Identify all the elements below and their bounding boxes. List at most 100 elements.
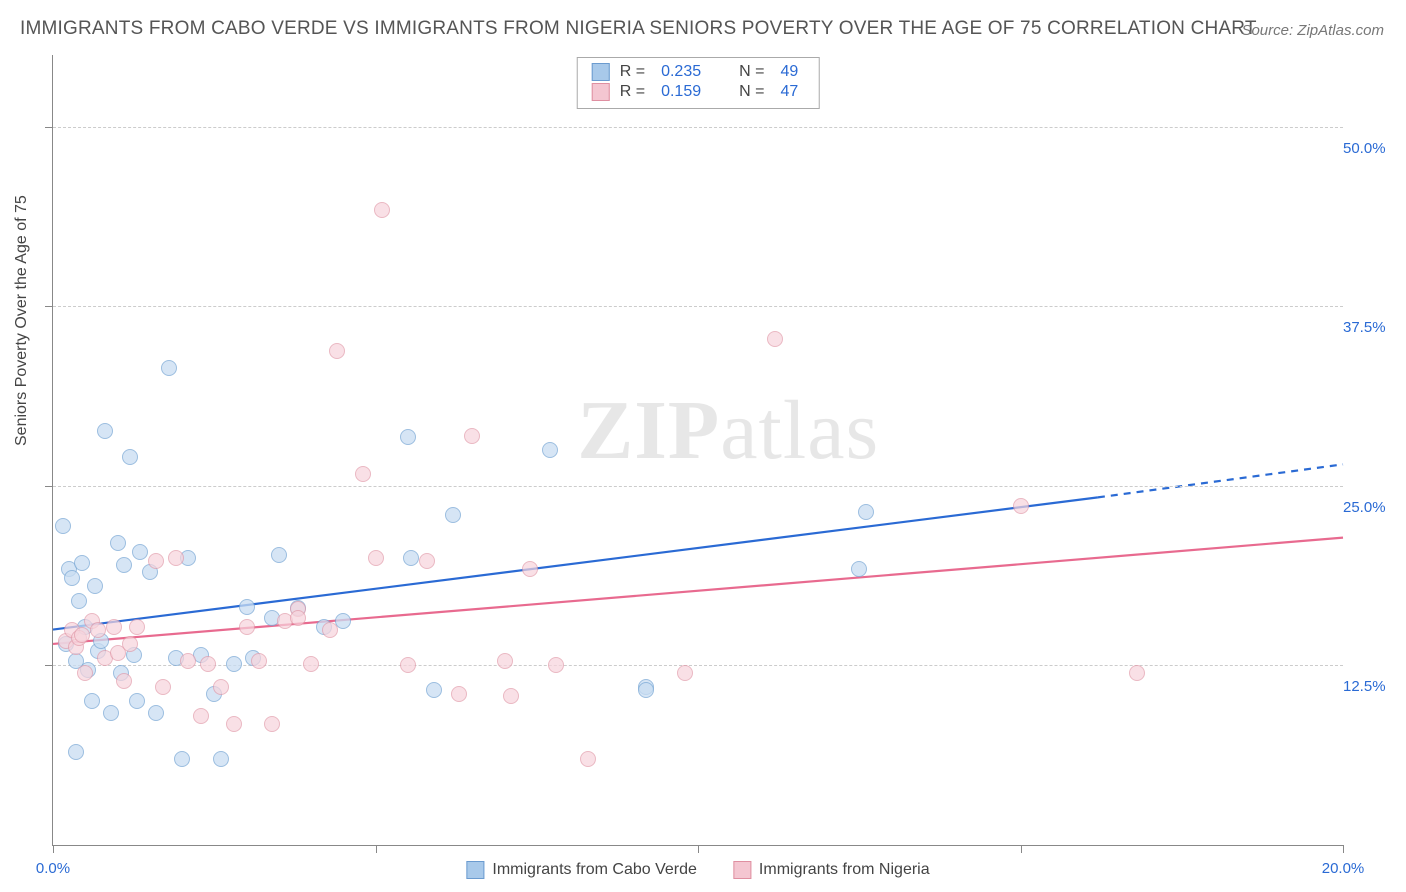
data-point: [271, 547, 287, 563]
y-tick: [45, 127, 53, 128]
y-tick-label: 50.0%: [1335, 140, 1399, 157]
y-tick-label: 12.5%: [1335, 678, 1399, 695]
data-point: [122, 449, 138, 465]
data-point: [677, 665, 693, 681]
stat-box: R =0.235N =49R =0.159N =47: [577, 57, 820, 109]
data-point: [129, 693, 145, 709]
trend-line-extrapolated: [1098, 464, 1343, 497]
y-tick: [45, 665, 53, 666]
data-point: [84, 693, 100, 709]
data-point: [638, 682, 654, 698]
data-point: [64, 570, 80, 586]
data-point: [55, 518, 71, 534]
stat-r-value: 0.235: [655, 63, 707, 81]
data-point: [851, 561, 867, 577]
gridline-h: 37.5%: [53, 306, 1343, 307]
data-point: [445, 507, 461, 523]
legend-label: Immigrants from Nigeria: [759, 861, 930, 879]
data-point: [580, 751, 596, 767]
y-tick-label: 37.5%: [1335, 319, 1399, 336]
data-point: [103, 705, 119, 721]
stat-n-value: 49: [774, 63, 804, 81]
data-point: [161, 360, 177, 376]
stat-n-label: N =: [739, 83, 764, 101]
data-point: [400, 657, 416, 673]
stat-row: R =0.235N =49: [592, 62, 805, 82]
x-tick: [1021, 845, 1022, 853]
data-point: [116, 673, 132, 689]
data-point: [226, 716, 242, 732]
data-point: [168, 550, 184, 566]
y-tick: [45, 306, 53, 307]
chart-container: { "title": "IMMIGRANTS FROM CABO VERDE V…: [0, 0, 1406, 892]
stat-n-value: 47: [774, 83, 804, 101]
y-axis-label: Seniors Poverty Over the Age of 75: [13, 195, 31, 446]
x-tick-label: 0.0%: [36, 860, 70, 877]
y-tick-label: 25.0%: [1335, 499, 1399, 516]
data-point: [503, 688, 519, 704]
data-point: [148, 705, 164, 721]
gridline-h: 25.0%: [53, 486, 1343, 487]
data-point: [193, 708, 209, 724]
data-point: [522, 561, 538, 577]
stat-r-label: R =: [620, 63, 645, 81]
data-point: [174, 751, 190, 767]
data-point: [74, 555, 90, 571]
data-point: [132, 544, 148, 560]
chart-title: IMMIGRANTS FROM CABO VERDE VS IMMIGRANTS…: [20, 18, 1257, 40]
legend: Immigrants from Cabo Verde Immigrants fro…: [466, 861, 929, 879]
data-point: [251, 653, 267, 669]
data-point: [329, 343, 345, 359]
data-point: [548, 657, 564, 673]
data-point: [426, 682, 442, 698]
data-point: [116, 557, 132, 573]
data-point: [77, 665, 93, 681]
data-point: [68, 744, 84, 760]
data-point: [213, 751, 229, 767]
legend-item: Immigrants from Nigeria: [733, 861, 930, 879]
data-point: [355, 466, 371, 482]
data-point: [74, 627, 90, 643]
data-point: [90, 622, 106, 638]
data-point: [148, 553, 164, 569]
legend-label: Immigrants from Cabo Verde: [492, 861, 697, 879]
data-point: [180, 653, 196, 669]
data-point: [403, 550, 419, 566]
stat-swatch: [592, 63, 610, 81]
data-point: [87, 578, 103, 594]
data-point: [226, 656, 242, 672]
data-point: [106, 619, 122, 635]
data-point: [1129, 665, 1145, 681]
y-tick: [45, 486, 53, 487]
data-point: [122, 636, 138, 652]
data-point: [110, 535, 126, 551]
trend-lines-svg: [53, 55, 1343, 845]
data-point: [264, 716, 280, 732]
data-point: [497, 653, 513, 669]
data-point: [239, 619, 255, 635]
x-tick-label: 20.0%: [1322, 860, 1365, 877]
data-point: [542, 442, 558, 458]
data-point: [129, 619, 145, 635]
legend-item: Immigrants from Cabo Verde: [466, 861, 697, 879]
data-point: [400, 429, 416, 445]
x-tick: [53, 845, 54, 853]
data-point: [97, 423, 113, 439]
x-tick: [1343, 845, 1344, 853]
legend-swatch: [466, 861, 484, 879]
data-point: [419, 553, 435, 569]
legend-swatch: [733, 861, 751, 879]
x-tick: [698, 845, 699, 853]
stat-row: R =0.159N =47: [592, 82, 805, 102]
data-point: [368, 550, 384, 566]
data-point: [322, 622, 338, 638]
data-point: [239, 599, 255, 615]
data-point: [303, 656, 319, 672]
x-tick: [376, 845, 377, 853]
stat-r-label: R =: [620, 83, 645, 101]
stat-swatch: [592, 83, 610, 101]
data-point: [1013, 498, 1029, 514]
trend-line: [53, 497, 1098, 629]
data-point: [155, 679, 171, 695]
data-point: [858, 504, 874, 520]
